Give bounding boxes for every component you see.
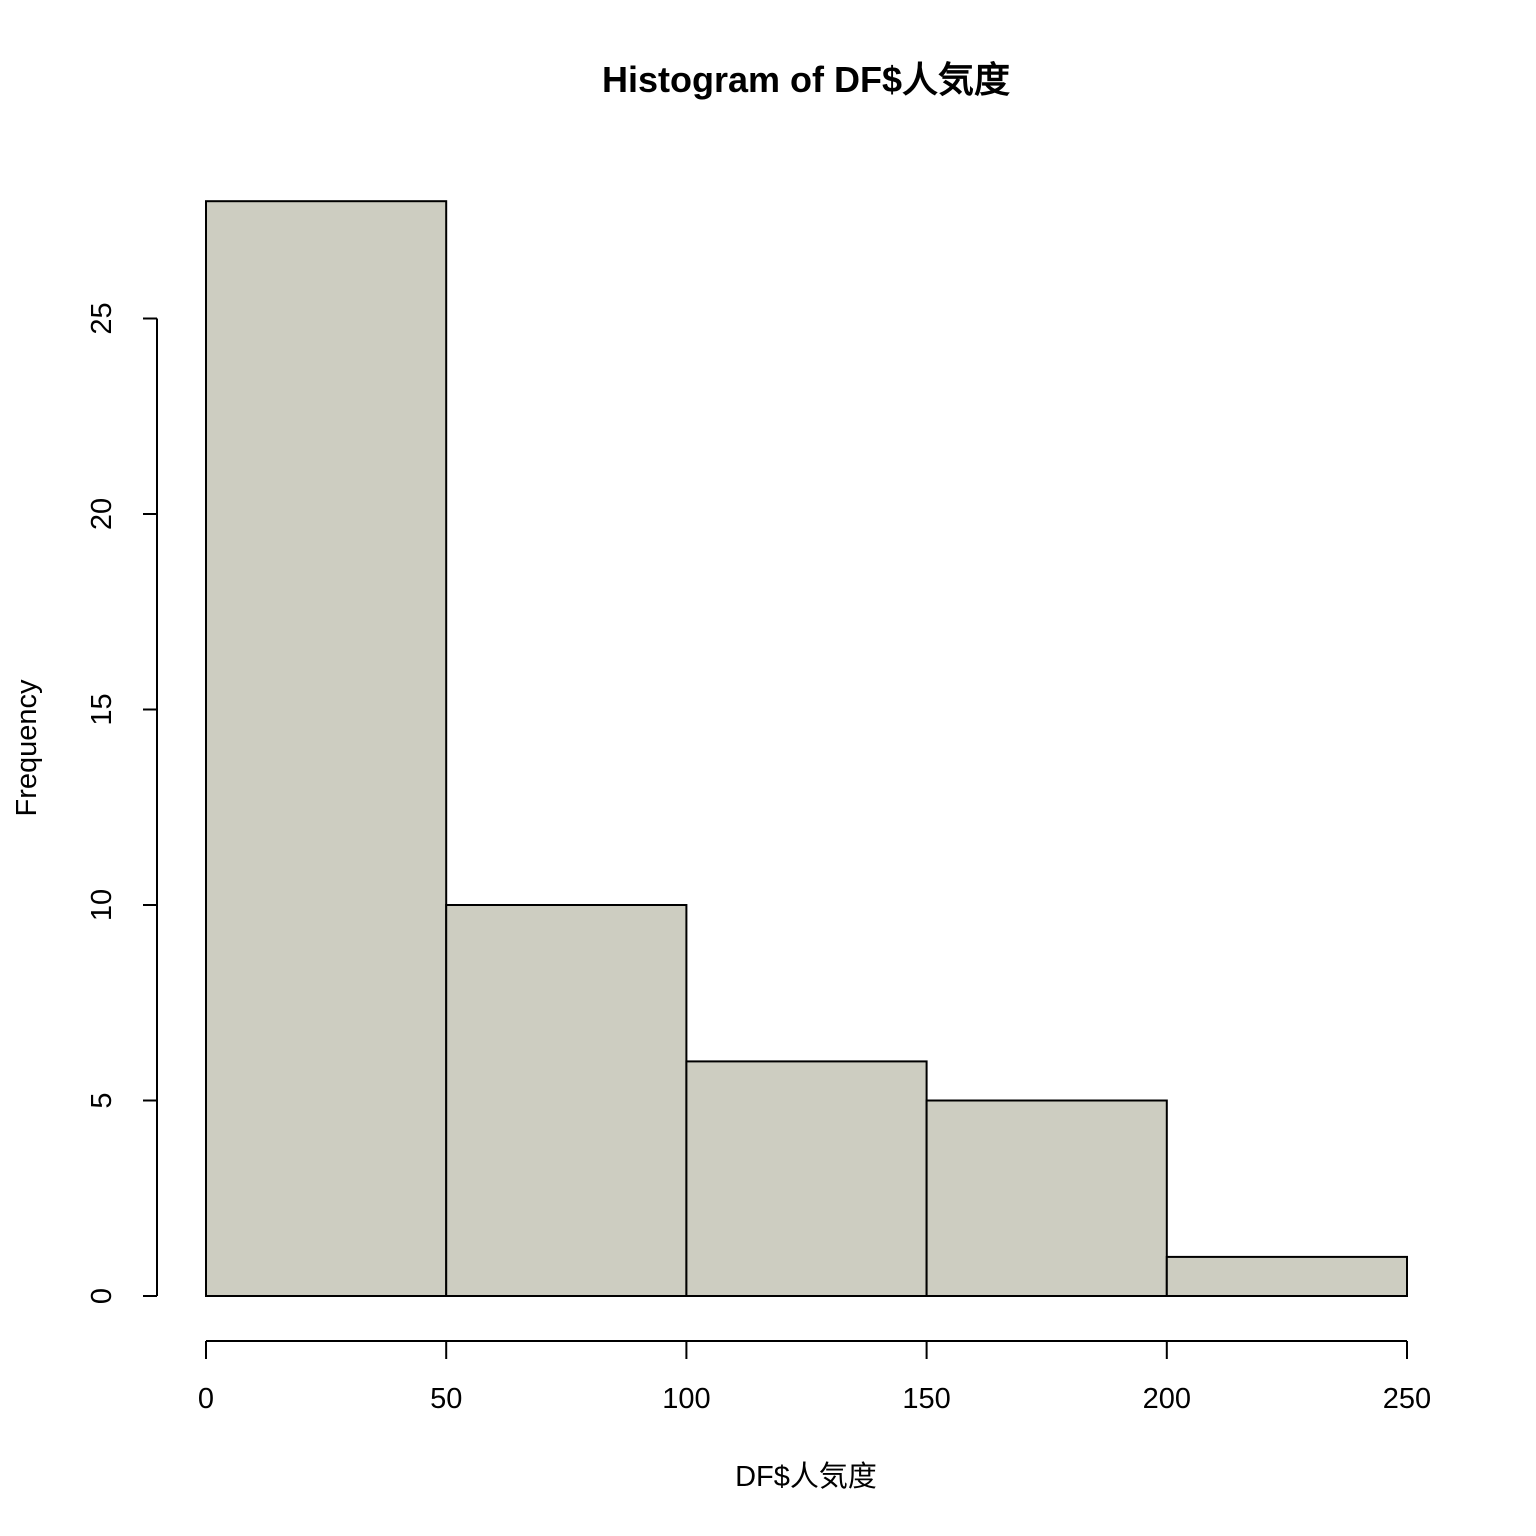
y-axis: 0 5 10 15 20 25 bbox=[86, 302, 158, 1304]
chart-title: Histogram of DF$人気度 bbox=[602, 59, 1010, 100]
y-tick-label: 5 bbox=[86, 1092, 118, 1108]
y-tick-label: 10 bbox=[86, 889, 118, 921]
histogram-bar bbox=[685, 1060, 928, 1298]
histogram-bar bbox=[1165, 1255, 1409, 1298]
bars-group bbox=[205, 200, 1409, 1298]
y-tick-label: 25 bbox=[86, 302, 118, 334]
x-tick-label: 150 bbox=[902, 1383, 950, 1415]
histogram-bar bbox=[925, 1099, 1168, 1297]
x-tick-label: 50 bbox=[430, 1383, 462, 1415]
histogram-bar bbox=[205, 200, 448, 1298]
histogram-bar bbox=[445, 904, 688, 1297]
x-axis: 0 50 100 150 200 250 bbox=[198, 1340, 1431, 1415]
y-axis-label: Frequency bbox=[11, 679, 43, 817]
x-tick-label: 0 bbox=[198, 1383, 214, 1415]
y-tick-label: 15 bbox=[86, 693, 118, 725]
x-tick-label: 200 bbox=[1143, 1383, 1191, 1415]
x-tick-label: 250 bbox=[1383, 1383, 1431, 1415]
y-tick-label: 20 bbox=[86, 498, 118, 530]
y-tick-label: 0 bbox=[86, 1288, 118, 1304]
x-axis-label: DF$人気度 bbox=[735, 1460, 877, 1493]
x-tick-label: 100 bbox=[662, 1383, 710, 1415]
